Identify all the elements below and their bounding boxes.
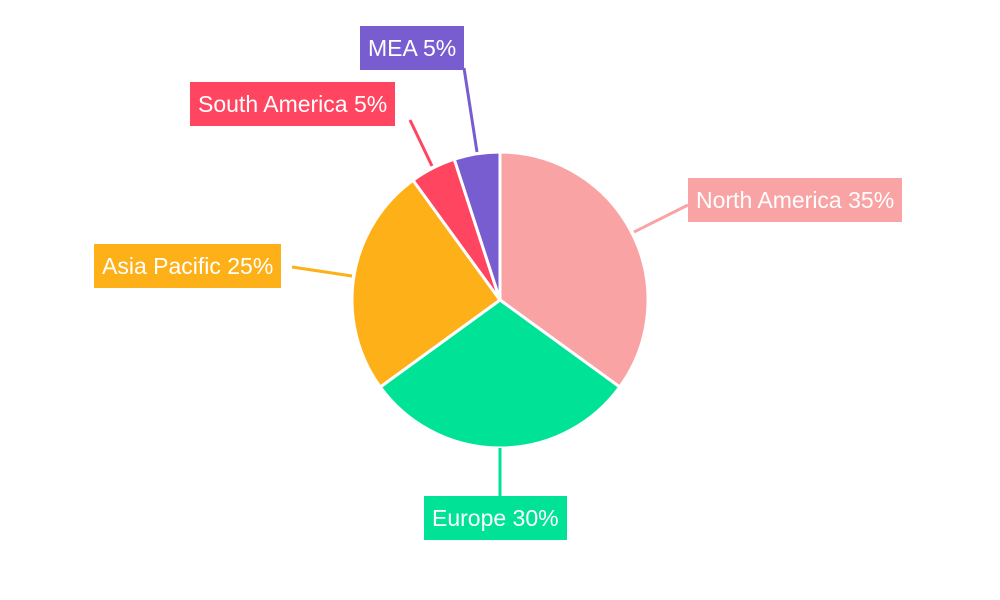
data-label-south-america: South America 5% <box>190 82 396 126</box>
slice-mea[interactable] <box>452 150 502 301</box>
slice-europe[interactable] <box>378 298 622 450</box>
leader-line-north-america <box>633 203 689 234</box>
slice-asia-pacific[interactable] <box>350 178 503 390</box>
slice-north-america[interactable] <box>498 150 650 390</box>
data-label-asia-pacific: Asia Pacific 25% <box>94 244 282 288</box>
leader-line-mea <box>462 67 479 153</box>
leader-line-south-america <box>408 119 434 167</box>
leader-line-asia-pacific <box>291 265 353 278</box>
data-label-europe: Europe 30% <box>424 496 567 540</box>
data-label-mea: MEA 5% <box>360 26 465 70</box>
data-label-north-america: North America 35% <box>688 178 903 222</box>
